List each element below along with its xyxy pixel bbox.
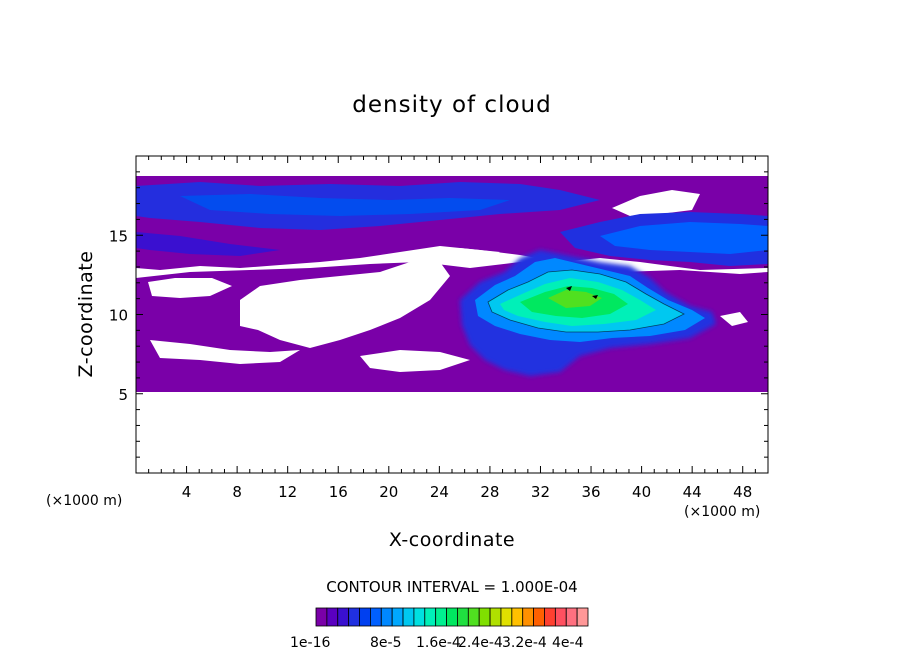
colorbar-swatch (337, 607, 350, 627)
y-ticks (136, 171, 768, 458)
x-tick-label: 44 (683, 483, 702, 501)
x-tick-label: 32 (531, 483, 550, 501)
x-axis-title: X-coordinate (389, 529, 515, 551)
colorbar-swatch (511, 607, 524, 627)
x-tick-label: 24 (430, 483, 449, 501)
z-unit-label-right: (×1000 m) (684, 504, 760, 520)
colorbar-label: 1e-16 (290, 635, 330, 651)
colorbar-swatch (533, 607, 545, 627)
colorbar-labels: 1e-16 8e-5 1.6e-42.4e-4 3.2e-4 4e-4 (290, 635, 584, 651)
y-tick-label: 15 (109, 227, 128, 245)
colorbar-label: 8e-5 (370, 635, 401, 651)
colorbar-swatch (446, 607, 458, 627)
colorbar-swatch (424, 607, 437, 627)
mid-gap-low (150, 340, 300, 364)
colorbar-swatch (500, 607, 513, 627)
mid-gap-right (720, 312, 748, 326)
colorbar-swatch (565, 607, 578, 627)
colorbar-label: 3.2e-4 (502, 635, 547, 651)
upper-blue-band-3 (136, 232, 280, 256)
colorbar-swatch (457, 607, 469, 627)
colorbar-swatch (326, 607, 339, 627)
x-tick-label: 40 (632, 483, 651, 501)
x-tick-label: 20 (379, 483, 398, 501)
x-tick-label: 36 (581, 483, 600, 501)
colorbar-swatch (402, 607, 415, 627)
colorbar-swatch (391, 607, 404, 627)
mid-gap-left (148, 278, 232, 298)
colorbar-label: 1.6e-4 (416, 635, 461, 651)
colorbar-label: 2.4e-4 (458, 635, 503, 651)
colorbar-swatch (413, 607, 426, 627)
colorbar-swatch (315, 607, 328, 627)
chart-title: density of cloud (352, 92, 551, 118)
upper-gap-1 (612, 190, 700, 216)
contour-field (136, 176, 768, 392)
x-tick-labels: 4 8 12 16 20 24 28 32 36 40 44 48 (182, 483, 752, 501)
x-tick-label: 4 (182, 483, 192, 501)
x-tick-label: 28 (480, 483, 499, 501)
colorbar-swatch (478, 607, 491, 627)
colorbar-swatch (522, 607, 534, 627)
x-tick-label: 12 (278, 483, 297, 501)
colorbar-swatch (348, 607, 360, 627)
y-tick-labels: 5 10 15 (109, 227, 128, 404)
colorbar-swatch (435, 607, 447, 627)
x-tick-label: 16 (329, 483, 348, 501)
colorbar (315, 607, 589, 627)
upper-blue-band-2 (180, 194, 510, 216)
colorbar-swatch (554, 607, 567, 627)
colorbar-swatch (359, 607, 371, 627)
x-tick-label: 8 (232, 483, 242, 501)
colorbar-swatch (576, 607, 589, 627)
colorbar-swatch (544, 607, 556, 627)
mid-gap-large (240, 262, 450, 348)
x-ticks (148, 156, 756, 473)
upper-blue-band-right-2 (600, 222, 768, 254)
mid-gap-low2 (360, 350, 470, 372)
contour-interval-label: CONTOUR INTERVAL = 1.000E-04 (326, 578, 577, 596)
colorbar-swatch (369, 607, 382, 627)
y-axis-title: Z-coordinate (75, 251, 97, 378)
y-tick-label: 5 (118, 386, 128, 404)
x-unit-label-left: (×1000 m) (46, 493, 122, 509)
convective-core (460, 250, 716, 376)
colorbar-swatch (467, 607, 480, 627)
colorbar-swatch (380, 607, 393, 627)
colorbar-swatch (489, 607, 502, 627)
y-tick-label: 10 (109, 307, 128, 325)
x-tick-label: 48 (733, 483, 752, 501)
colorbar-label: 4e-4 (552, 635, 584, 651)
